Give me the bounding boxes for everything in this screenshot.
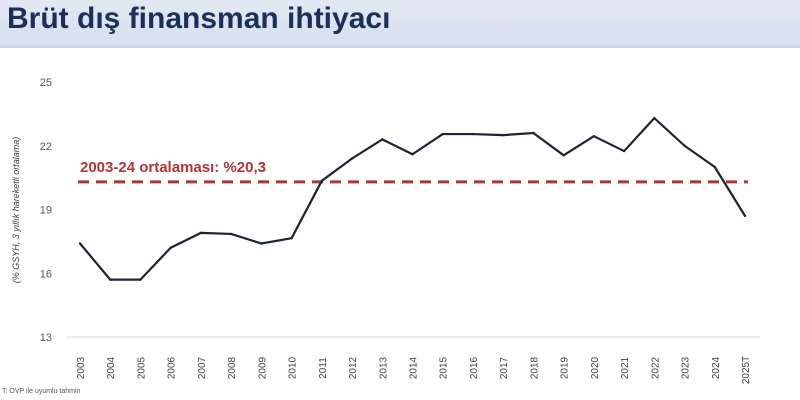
x-tick-label: 2009 bbox=[257, 356, 268, 379]
x-tick-label: 2018 bbox=[529, 356, 540, 379]
data-point bbox=[290, 236, 293, 240]
x-tick-label: 2023 bbox=[681, 356, 692, 379]
data-point bbox=[109, 278, 112, 281]
y-tick-label: 16 bbox=[40, 268, 52, 280]
data-point bbox=[199, 231, 203, 235]
header-band: Brüt dış finansman ihtiyacı bbox=[0, 0, 800, 48]
data-point bbox=[411, 153, 414, 156]
footnote: T: OVP ile uyumlu tahmin bbox=[2, 388, 81, 395]
data-point bbox=[653, 116, 656, 120]
x-tick-label: 2016 bbox=[469, 356, 480, 379]
x-tick-label: 2010 bbox=[288, 356, 299, 379]
x-tick-label: 2005 bbox=[136, 356, 147, 379]
data-point bbox=[471, 132, 475, 136]
y-tick-label: 13 bbox=[40, 332, 52, 344]
y-tick-label: 19 bbox=[40, 205, 52, 217]
x-tick-label: 2024 bbox=[711, 356, 722, 379]
x-tick-label: 2006 bbox=[167, 356, 178, 379]
data-point bbox=[562, 154, 565, 157]
data-point bbox=[381, 138, 384, 141]
y-tick-label: 25 bbox=[40, 77, 52, 89]
data-point bbox=[622, 149, 626, 153]
data-point bbox=[713, 165, 716, 169]
x-tick-label: 2008 bbox=[227, 356, 238, 379]
x-tick-label: 2021 bbox=[620, 356, 631, 379]
data-point bbox=[743, 214, 747, 218]
x-tick-label: 2011 bbox=[318, 357, 329, 379]
x-tick-label: 2025T bbox=[741, 356, 752, 384]
data-point bbox=[441, 132, 444, 136]
x-tick-label: 2012 bbox=[348, 356, 359, 379]
data-point bbox=[592, 134, 596, 138]
data-point bbox=[260, 242, 263, 245]
x-tick-label: 2014 bbox=[409, 356, 420, 379]
x-tick-label: 2013 bbox=[378, 356, 389, 379]
data-point bbox=[350, 157, 354, 160]
data-point bbox=[320, 179, 324, 183]
series-line bbox=[79, 117, 746, 281]
x-tick-label: 2004 bbox=[106, 356, 117, 379]
data-point bbox=[229, 232, 233, 236]
page-title: Brüt dış finansman ihtiyacı bbox=[7, 2, 391, 35]
x-tick-label: 2003 bbox=[76, 356, 87, 379]
data-point bbox=[683, 144, 686, 147]
data-point bbox=[532, 131, 535, 135]
x-tick-label: 2022 bbox=[650, 356, 661, 379]
y-tick-label: 22 bbox=[40, 141, 52, 153]
x-tick-label: 2007 bbox=[197, 356, 208, 379]
data-point bbox=[78, 242, 82, 245]
x-tick-label: 2019 bbox=[560, 356, 571, 379]
x-tick-label: 2015 bbox=[439, 356, 450, 379]
data-point bbox=[139, 278, 142, 281]
x-tick-label: 2020 bbox=[590, 356, 601, 379]
data-point bbox=[169, 246, 172, 249]
average-label: 2003-24 ortalaması: %20,3 bbox=[80, 159, 266, 176]
data-point bbox=[501, 133, 505, 137]
x-tick-label: 2017 bbox=[499, 356, 510, 379]
y-axis-label: (% GSYH, 3 yıllık hareketli ortalama) bbox=[11, 137, 21, 284]
